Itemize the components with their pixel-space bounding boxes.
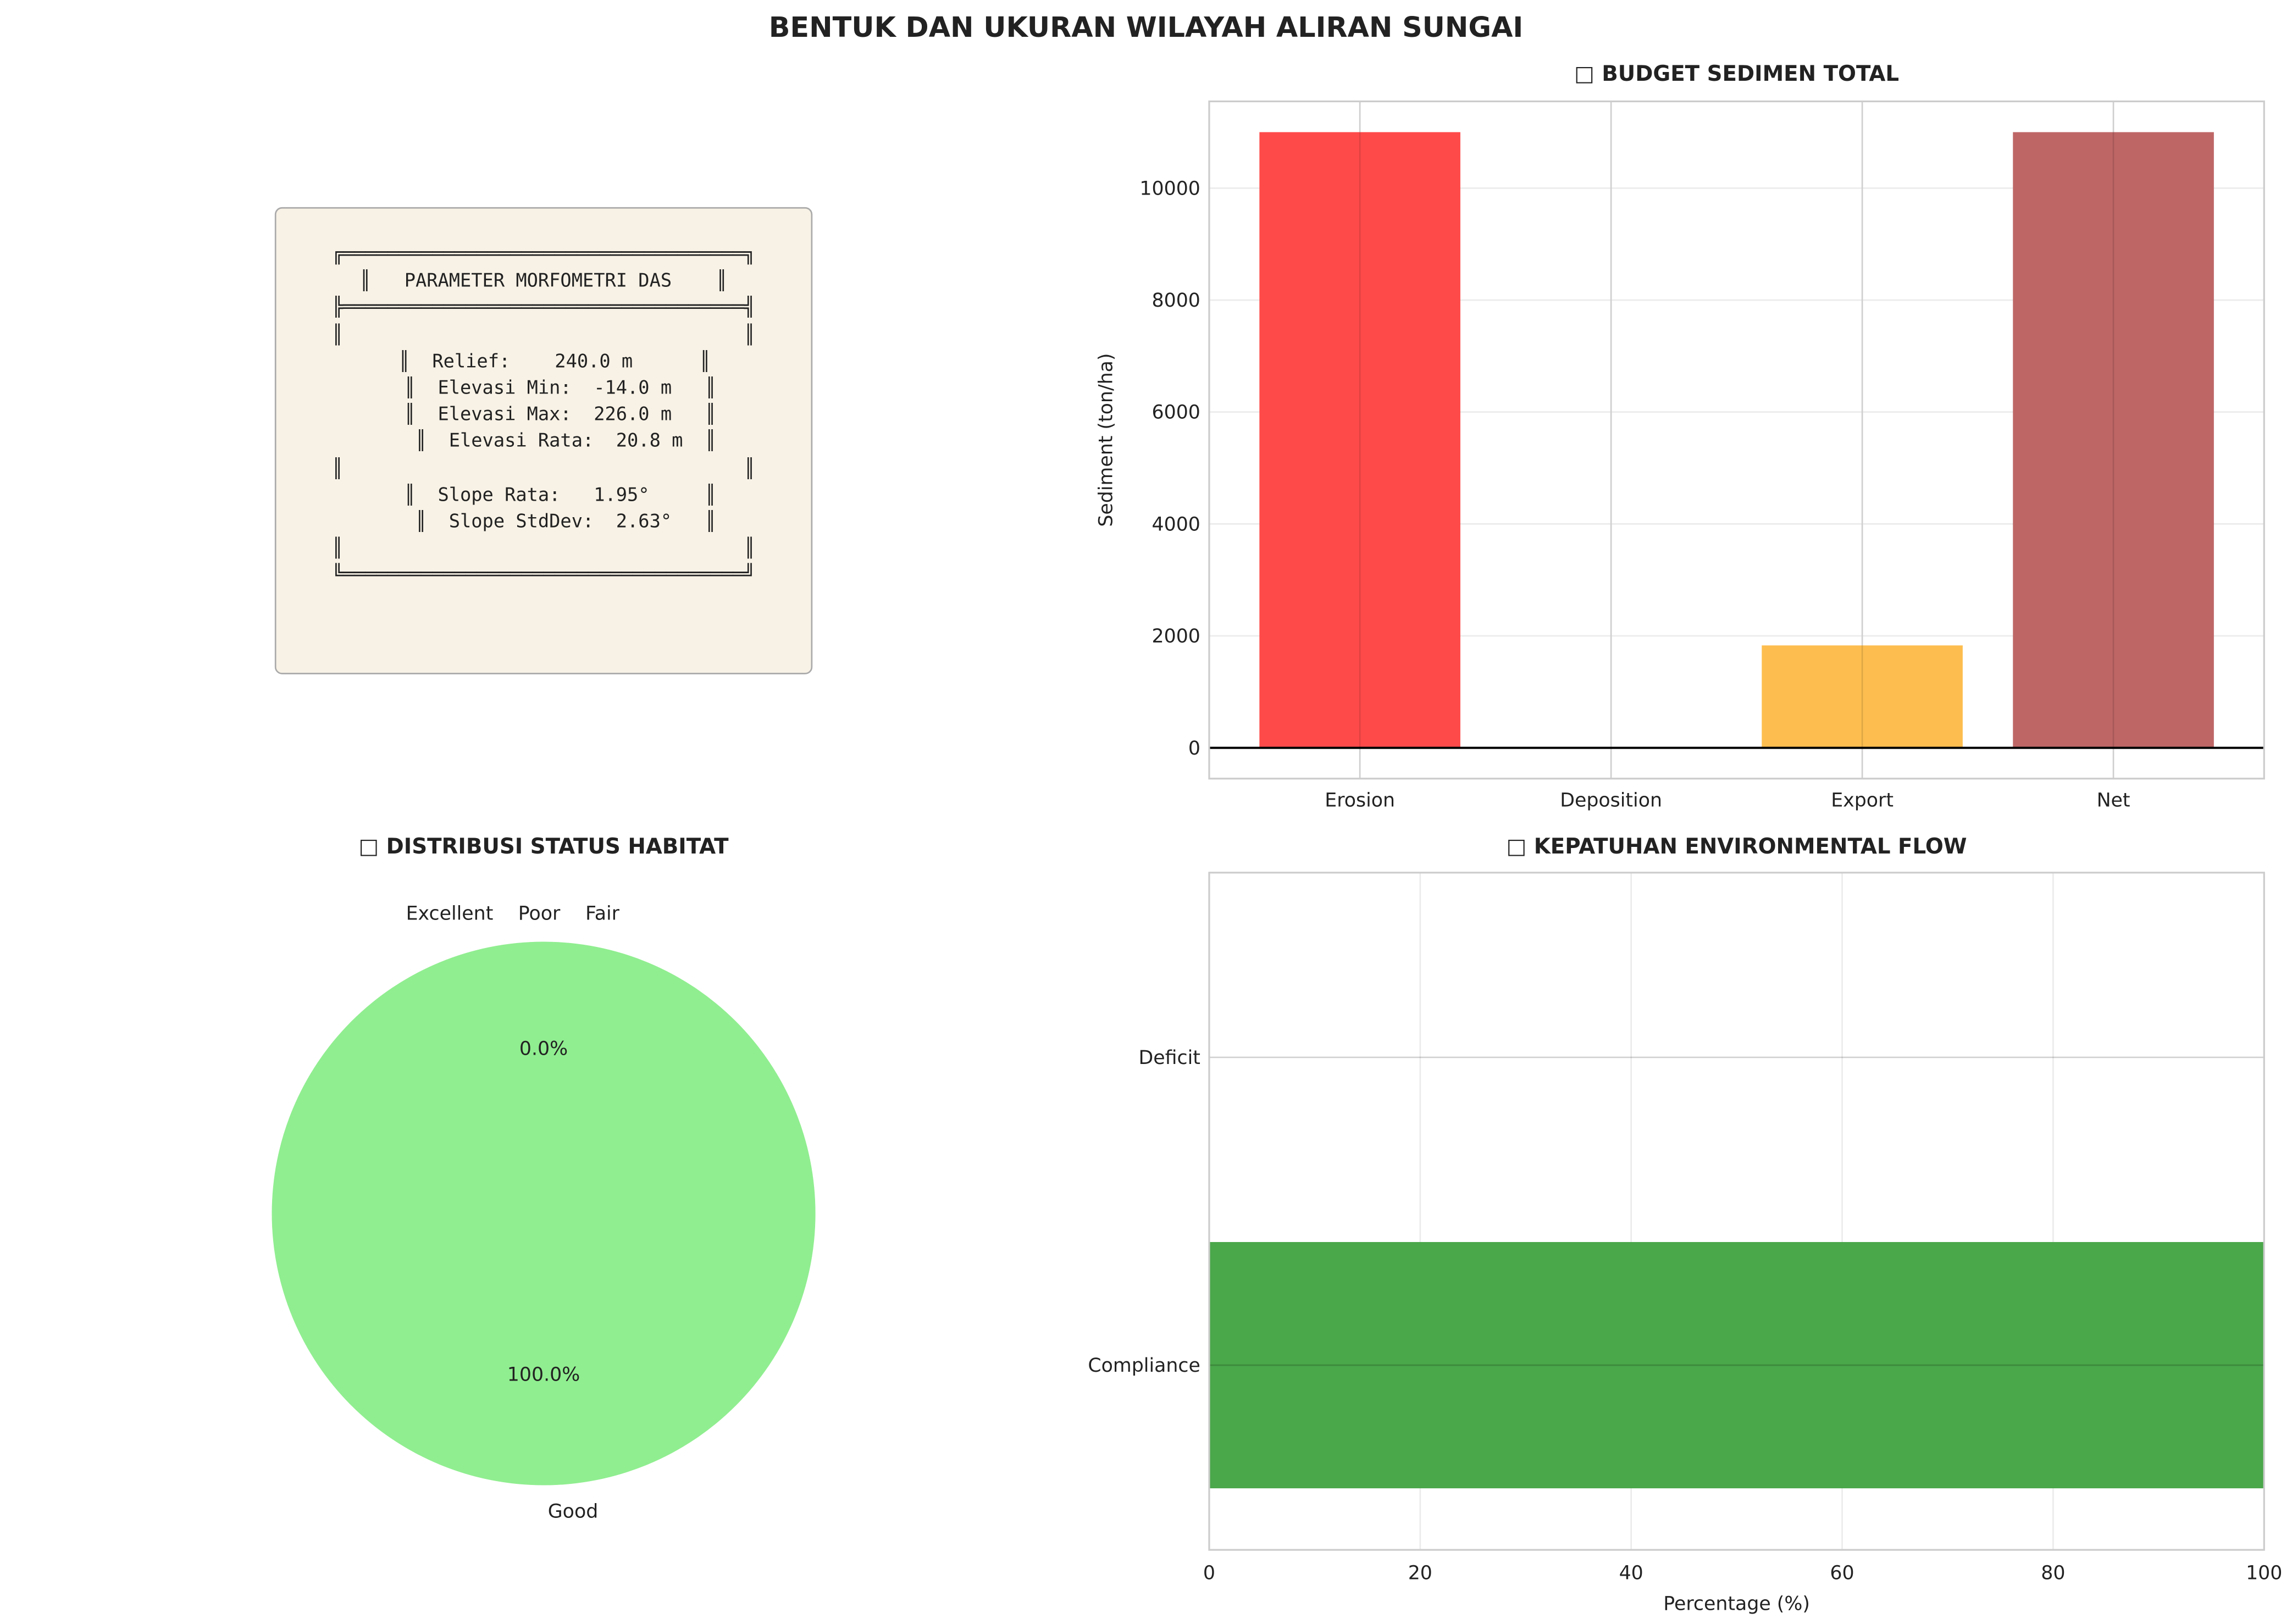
axes-frame [1208, 872, 2265, 1551]
x-tick-label: Deposition [1560, 790, 1662, 812]
axes-frame [1208, 100, 2265, 780]
morphometry-line: ╠════════════════════════════════════╣ [331, 296, 756, 318]
morphometry-line: ║ ║ [331, 323, 756, 345]
x-axis-label: Percentage (%) [1663, 1593, 1810, 1615]
morphometry-line: ║ Elevasi Rata: 20.8 m ║ [370, 429, 717, 452]
y-tick-label: Deficit [1139, 1047, 1200, 1069]
morphometry-line: ║ Relief: 240.0 m ║ [377, 349, 711, 372]
y-tick-label: 10000 [1139, 178, 1200, 199]
y-tick-label: 2000 [1151, 625, 1200, 647]
x-tick-label: 40 [1619, 1562, 1643, 1584]
y-axis-label: Sediment (ton/ha) [1095, 353, 1117, 527]
morphometry-line: ║ Elevasi Max: 226.0 m ║ [370, 403, 717, 425]
morphometry-line: ║ ║ [331, 456, 756, 479]
y-tick-label: Compliance [1088, 1355, 1200, 1377]
x-tick-label: Erosion [1325, 790, 1395, 812]
pie-slice-good [272, 941, 816, 1486]
x-tick-label: Export [1831, 790, 1894, 812]
morphometry-line: ╚════════════════════════════════════╝ [331, 563, 756, 586]
pie-label-good: Good [548, 1500, 599, 1522]
y-tick-label: 0 [1188, 738, 1200, 760]
morphometry-parameter-box: ╔════════════════════════════════════╗ ║ … [274, 207, 813, 674]
bar-export [1762, 645, 1963, 748]
bar-net [2013, 132, 2214, 748]
morphometry-line: ║ Slope Rata: 1.95° ║ [370, 483, 717, 506]
morphometry-line: ║ Elevasi Min: -14.0 m ║ [370, 376, 717, 398]
bar-compliance [1209, 1241, 2265, 1489]
x-tick-label: 0 [1203, 1562, 1215, 1584]
pie-pct-label: 100.0% [507, 1364, 580, 1386]
morphometry-line: ║ PARAMETER MORFOMETRI DAS ║ [359, 269, 728, 291]
y-tick-label: 6000 [1151, 402, 1200, 424]
bar-erosion [1259, 132, 1460, 748]
pie-label-poor: Poor [518, 902, 561, 924]
pie-label-excellent: Excellent [406, 902, 494, 924]
x-tick-label: 100 [2246, 1562, 2282, 1584]
morphometry-line: ║ ║ [331, 536, 756, 559]
morphometry-text: ╔════════════════════════════════════╗ ║ … [276, 241, 811, 589]
x-tick-label: 60 [1830, 1562, 1854, 1584]
pie-label-fair: Fair [585, 902, 620, 924]
x-tick-label: 80 [2041, 1562, 2065, 1584]
eflow-chart-title: □ KEPATUHAN ENVIRONMENTAL FLOW [1506, 835, 1967, 860]
y-tick-label: 8000 [1151, 290, 1200, 312]
sediment-chart-title: □ BUDGET SEDIMEN TOTAL [1574, 63, 1900, 87]
habitat-chart-title: □ DISTRIBUSI STATUS HABITAT [358, 835, 729, 860]
x-tick-label: Net [2097, 790, 2130, 812]
morphometry-line: ╔════════════════════════════════════╗ [331, 242, 756, 265]
pie-pct-label: 0.0% [519, 1038, 568, 1060]
morphometry-line: ║ Slope StdDev: 2.63° ║ [370, 509, 717, 532]
figure-title: BENTUK DAN UKURAN WILAYAH ALIRAN SUNGAI [768, 12, 1524, 45]
y-tick-label: 4000 [1151, 513, 1200, 535]
x-tick-label: 20 [1408, 1562, 1432, 1584]
